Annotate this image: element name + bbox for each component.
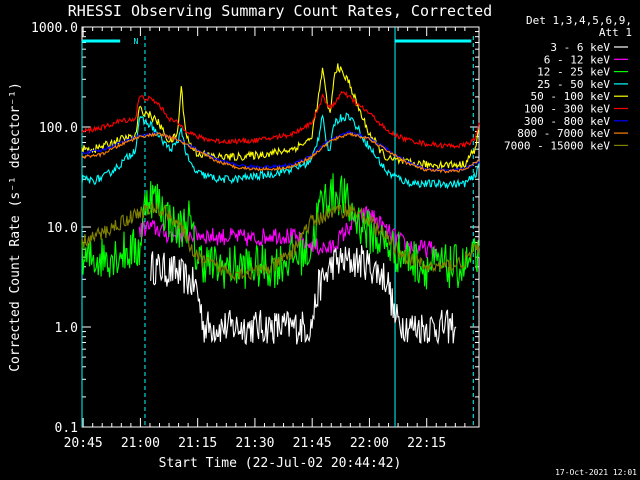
legend-label: 12 - 25 keV (537, 66, 610, 79)
legend-label: 800 - 7000 keV (517, 127, 610, 140)
y-tick-label: 1000.0 (31, 21, 78, 36)
y-tick-labels: 0.1 1.0 10.0 100.0 1000.0 (31, 21, 78, 436)
footer-timestamp: 17-Oct-2021 12:01 (555, 468, 637, 477)
x-axis-label: Start Time (22-Jul-02 20:44:42) (159, 456, 402, 471)
legend-label: 25 - 50 keV (537, 78, 610, 91)
y-tick-label: 100.0 (39, 121, 78, 136)
x-tick-label: 22:00 (350, 436, 389, 451)
y-axis-label: Corrected Count Rate (s⁻¹ detector⁻¹) (8, 82, 23, 372)
series-line-2 (81, 173, 480, 290)
legend-label: 100 - 300 keV (524, 103, 610, 116)
series-line-5 (81, 90, 480, 149)
x-tick-label: 21:00 (121, 436, 160, 451)
x-tick-labels: 20:45 21:00 21:15 21:30 21:45 22:00 22:15 (64, 436, 447, 451)
x-tick-label: 21:30 (235, 436, 274, 451)
flag-label: N (134, 37, 139, 46)
chart-title: RHESSI Observing Summary Count Rates, Co… (68, 2, 492, 20)
x-tick-label: 20:45 (64, 436, 103, 451)
legend-label: 300 - 800 keV (524, 115, 610, 128)
attenuator-overlays: N (81, 27, 474, 427)
legend-label: 50 - 100 keV (531, 90, 611, 103)
series-line-3 (81, 112, 480, 190)
legend-header: Det 1,3,4,5,6,9, (526, 14, 632, 27)
series-line-4 (81, 63, 480, 171)
axis-ticks (82, 27, 479, 428)
legend-label: 3 - 6 keV (550, 41, 610, 54)
y-tick-label: 10.0 (47, 221, 78, 236)
legend-label: 6 - 12 keV (544, 53, 611, 66)
series-line-8 (81, 202, 480, 282)
legend-label: 7000 - 15000 keV (504, 139, 610, 152)
legend-header: Att 1 (599, 26, 632, 39)
x-tick-label: 21:45 (293, 436, 332, 451)
series-line-0 (150, 245, 457, 346)
y-tick-label: 0.1 (55, 421, 78, 436)
y-tick-label: 1.0 (55, 321, 78, 336)
series-line-7 (81, 131, 480, 174)
x-tick-label: 21:15 (178, 436, 217, 451)
x-tick-label: 22:15 (407, 436, 446, 451)
series-lines (81, 63, 480, 346)
